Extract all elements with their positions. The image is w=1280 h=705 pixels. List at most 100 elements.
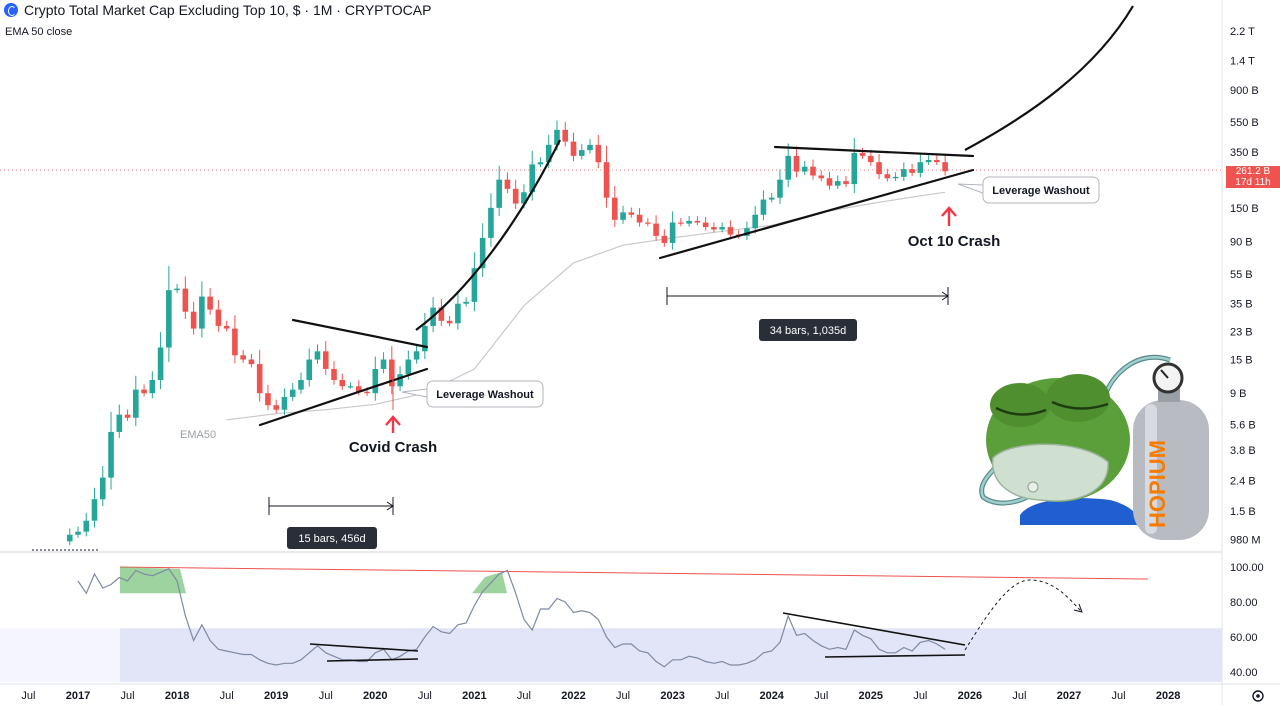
candle-body <box>190 311 197 329</box>
x-tick-label: 2022 <box>561 690 585 702</box>
oscillator-line <box>77 568 946 668</box>
overbought-fill-2017 <box>120 567 186 594</box>
candle-body <box>133 389 139 418</box>
candle-body <box>512 188 519 204</box>
candle-body <box>397 374 403 387</box>
y-tick-label: 55 B <box>1230 269 1253 281</box>
pepe-eyelid-right <box>1051 400 1109 410</box>
candle-body <box>471 268 478 302</box>
candle-body <box>496 179 502 208</box>
candle-body <box>273 405 279 410</box>
osc-y-tick-label: 80.00 <box>1230 597 1258 609</box>
chart-title[interactable]: Crypto Total Market Cap Excluding Top 10… <box>24 2 432 18</box>
candle-body <box>265 393 271 406</box>
candle-body <box>355 386 362 392</box>
hopium-tank-shine <box>1145 404 1157 534</box>
oct-crash-label: Oct 10 Crash <box>908 233 1001 250</box>
osc-y-tick-label: 100.00 <box>1230 562 1264 574</box>
osc-y-tick-label: 40.00 <box>1230 667 1258 679</box>
candle-body <box>711 227 717 230</box>
measure-2-arrowhead <box>941 291 949 301</box>
candle-body <box>174 288 180 291</box>
candle-body <box>182 288 189 312</box>
hopium-label: HOPIUM <box>1145 440 1170 528</box>
gear-icon-ring <box>1252 690 1264 702</box>
candle-body <box>570 141 577 156</box>
candle-body <box>859 152 866 156</box>
annotations: Covid Crash Oct 10 Crash Leverage Washout L… <box>258 5 1134 549</box>
candle-body <box>372 368 379 394</box>
candle-body <box>917 162 924 173</box>
candle-body <box>537 162 544 165</box>
candle-body <box>504 179 511 189</box>
osc-trend-2019-top <box>309 643 419 652</box>
chart-header: Crypto Total Market Cap Excluding Top 10… <box>4 2 431 18</box>
candle-body <box>653 223 659 236</box>
candle-body <box>669 222 676 243</box>
gear-icon-hub <box>1256 694 1260 698</box>
x-tick-label: Jul <box>913 690 927 702</box>
candle-body <box>99 477 106 500</box>
osc-trend-2024-top <box>782 612 966 646</box>
candle-body <box>199 296 205 329</box>
y-tick-label: 980 M <box>1230 534 1261 546</box>
candle-body <box>603 162 610 198</box>
indicator-legend[interactable]: EMA 50 close <box>5 26 73 38</box>
candle-body <box>834 181 841 186</box>
candle-body <box>248 359 255 365</box>
candle-body <box>851 152 858 185</box>
x-tick-label: 2024 <box>759 690 784 702</box>
candle-body <box>232 328 238 356</box>
candle-body <box>83 520 90 532</box>
candle-body <box>884 174 891 179</box>
x-tick-label: 2025 <box>859 690 883 702</box>
candle-body <box>694 220 701 223</box>
candle-body <box>75 531 81 535</box>
ema50-line: EMA50 <box>180 191 946 441</box>
candle-body <box>554 129 560 145</box>
candle-body <box>826 178 833 186</box>
candle-body <box>91 499 98 521</box>
candle-body <box>868 155 874 163</box>
candle-body <box>380 359 387 369</box>
x-tick-label: 2019 <box>264 690 288 702</box>
leverage-washout-callout-2-box <box>982 176 1100 204</box>
pepe-eye-left <box>990 383 1050 427</box>
leverage-washout-callout-1-pointer <box>401 388 428 398</box>
candle-body <box>322 351 329 369</box>
candle-body <box>281 396 288 410</box>
x-tick-label: 2027 <box>1057 690 1081 702</box>
candle-body <box>331 368 337 380</box>
pepe-eye-right <box>1046 374 1110 422</box>
candle-body <box>727 227 734 235</box>
y-tick-label: 90 B <box>1230 236 1253 248</box>
measure-1-label: 15 bars, 456d <box>298 533 365 545</box>
osc-trend-2019-bottom <box>326 658 419 662</box>
y-tick-label: 2.4 B <box>1230 475 1256 487</box>
measure-2-label-box <box>759 319 857 341</box>
candle-body <box>124 414 131 418</box>
candle-body <box>141 389 147 394</box>
candle-body <box>289 389 296 397</box>
overbought-fill-2021 <box>472 572 507 594</box>
y-tick-label: 350 B <box>1230 147 1259 159</box>
x-tick-label: 2028 <box>1156 690 1180 702</box>
candle-body <box>108 431 114 478</box>
candle-body <box>925 159 932 163</box>
y-tick-label: 23 B <box>1230 326 1253 338</box>
y-tick-label: 1.4 T <box>1230 56 1255 68</box>
oscillator-band-early <box>0 628 120 682</box>
candle-body <box>801 166 808 172</box>
y-tick-label: 1.5 B <box>1230 506 1256 518</box>
y-tick-label: 900 B <box>1230 85 1259 97</box>
candle-body <box>166 290 172 348</box>
oct-arrow-head <box>941 206 957 217</box>
oscillator-pane <box>0 566 1222 682</box>
candle-body <box>719 227 725 230</box>
y-tick-label: 550 B <box>1230 117 1259 129</box>
candle-body <box>744 228 750 236</box>
candle-body <box>876 162 882 175</box>
symbol-logo-icon <box>4 3 18 17</box>
candle-body <box>314 351 321 360</box>
